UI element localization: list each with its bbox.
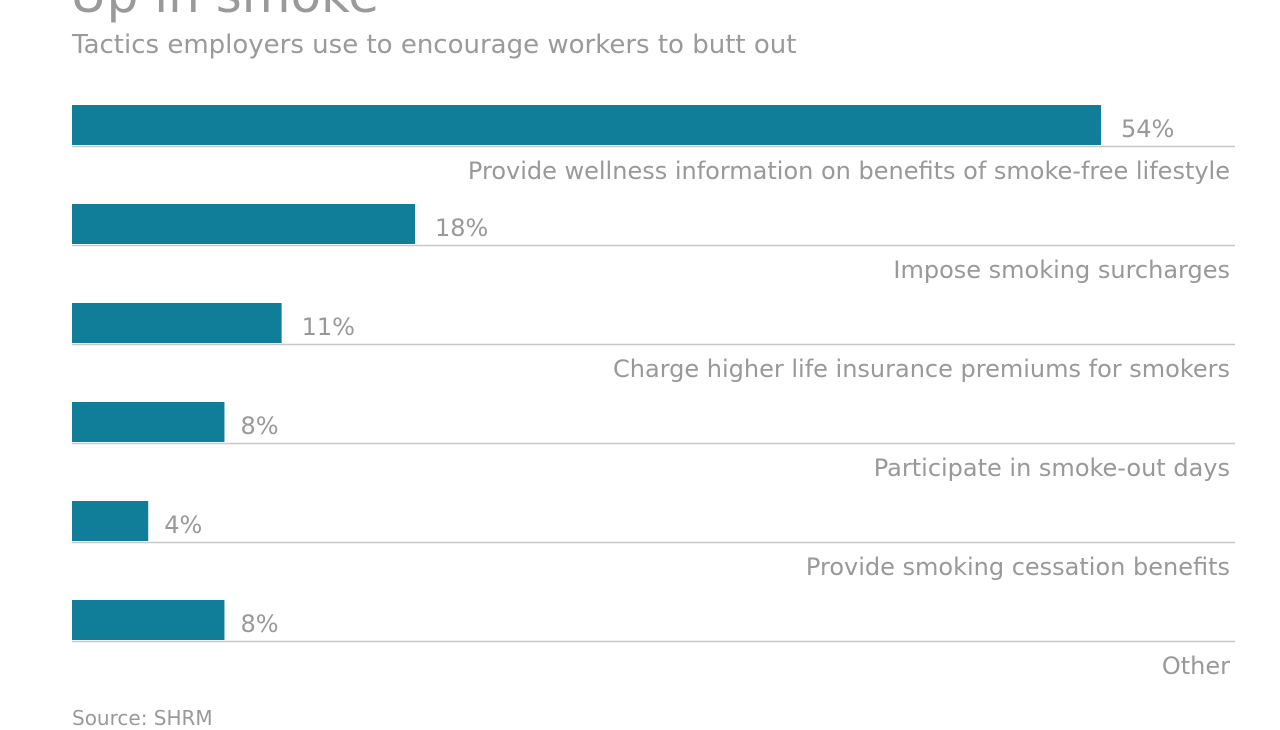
value-label: 11% [302, 313, 355, 341]
bar [72, 600, 225, 640]
category-label: Participate in smoke-out days [874, 454, 1230, 482]
bar [72, 105, 1101, 145]
category-label: Other [1162, 652, 1230, 680]
category-label: Provide wellness information on benefits… [468, 157, 1230, 185]
value-label: 8% [240, 610, 278, 638]
value-label: 4% [164, 511, 202, 539]
value-label: 54% [1121, 115, 1174, 143]
category-label: Impose smoking surcharges [893, 256, 1230, 284]
value-label: 18% [435, 214, 488, 242]
category-label: Charge higher life insurance premiums fo… [613, 355, 1230, 383]
value-label: 8% [240, 412, 278, 440]
bar [72, 501, 149, 541]
bar [72, 402, 225, 442]
bar [72, 303, 282, 343]
chart-title: Up in smoke [70, 0, 379, 24]
category-label: Provide smoking cessation benefits [806, 553, 1230, 581]
chart-subtitle: Tactics employers use to encourage worke… [72, 30, 797, 60]
source-note: Source: SHRM [72, 706, 213, 730]
bar [72, 204, 415, 244]
